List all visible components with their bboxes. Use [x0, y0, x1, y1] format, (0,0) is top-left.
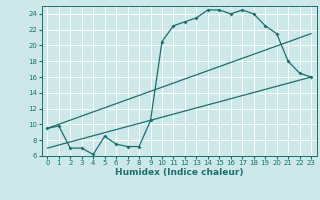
X-axis label: Humidex (Indice chaleur): Humidex (Indice chaleur) [115, 168, 244, 177]
